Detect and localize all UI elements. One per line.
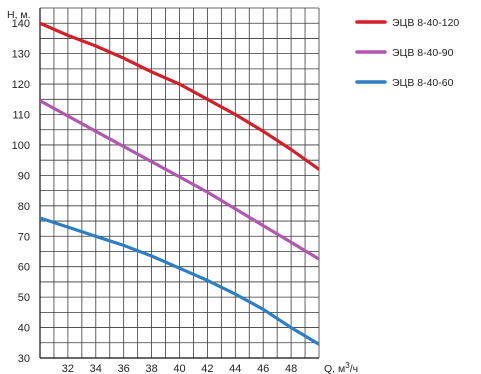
x-tick-label: 38	[145, 363, 157, 374]
y-axis-label: Н, м.	[7, 9, 31, 21]
y-tick-labels: 30 40 50 60 70 80 90 100 110 120 130 140	[12, 18, 30, 365]
chart-series	[40, 21, 319, 346]
y-tick-label: 120	[12, 79, 30, 91]
y-tick-label: 70	[18, 231, 30, 243]
x-tick-label: 36	[118, 363, 130, 374]
x-tick-label: 46	[257, 363, 269, 374]
chart-legend: ЭЦВ 8-40-120 ЭЦВ 8-40-90 ЭЦВ 8-40-60	[355, 17, 459, 89]
series-line-3	[40, 216, 319, 346]
y-tick-label: 90	[18, 170, 30, 182]
y-tick-label: 60	[18, 262, 30, 274]
y-tick-label: 100	[12, 140, 30, 152]
x-tick-label: 34	[90, 363, 102, 374]
y-tick-label: 130	[12, 49, 30, 61]
x-tick-label: 44	[229, 363, 241, 374]
x-tick-label: 32	[62, 363, 74, 374]
legend-label-3: ЭЦВ 8-40-60	[392, 77, 454, 89]
y-tick-label: 140	[12, 18, 30, 30]
legend-label-1: ЭЦВ 8-40-120	[392, 17, 459, 29]
y-tick-label: 50	[18, 292, 30, 304]
x-tick-label: 40	[173, 363, 185, 374]
y-tick-label: 30	[18, 353, 30, 365]
legend-label-2: ЭЦВ 8-40-90	[392, 47, 454, 59]
y-tick-label: 40	[18, 323, 30, 335]
x-tick-label: 42	[201, 363, 213, 374]
chart-axes	[39, 8, 320, 359]
series-line-1	[40, 21, 319, 171]
x-tick-label: 48	[285, 363, 297, 374]
x-tick-labels: 32 34 36 38 40 42 44 46 48	[62, 363, 297, 374]
series-line-2	[40, 99, 319, 261]
y-tick-label: 110	[12, 110, 30, 122]
y-tick-label: 80	[18, 201, 30, 213]
chart-grid	[40, 7, 319, 358]
x-axis-label: Q, м3/ч	[324, 361, 358, 374]
